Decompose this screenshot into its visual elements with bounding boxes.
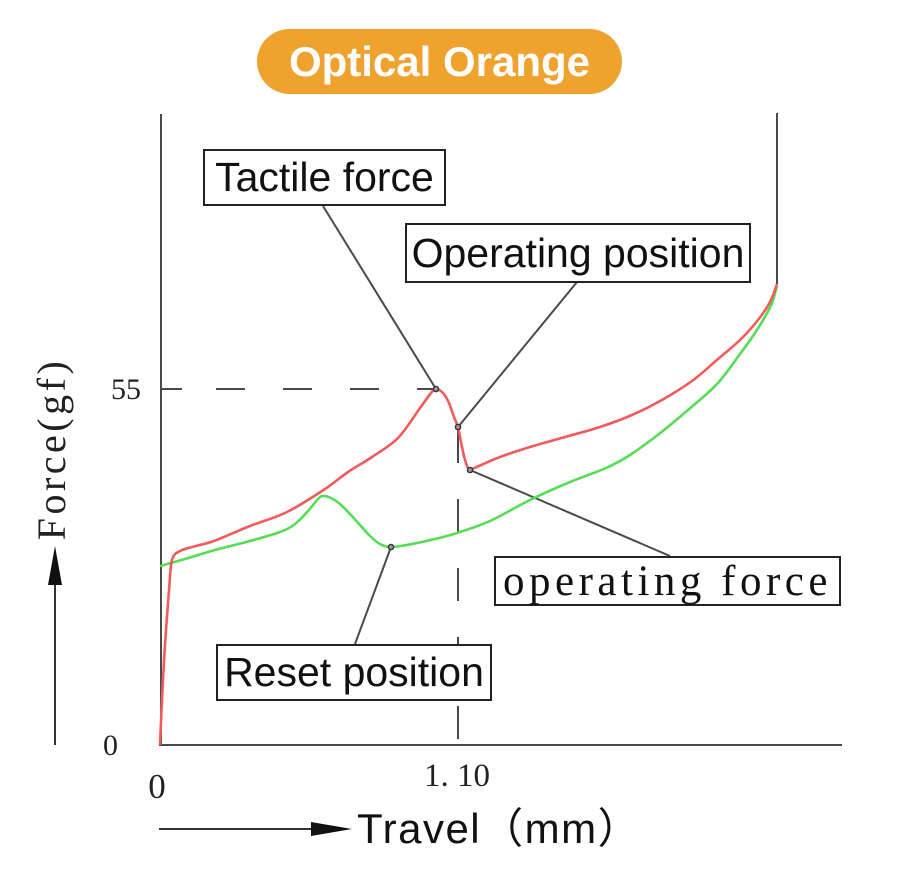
svg-text:1. 10: 1. 10 bbox=[424, 758, 490, 794]
svg-text:55: 55 bbox=[111, 373, 141, 406]
svg-text:0: 0 bbox=[148, 767, 166, 806]
svg-text:0: 0 bbox=[103, 729, 118, 762]
svg-text:Force(gf): Force(gf) bbox=[29, 358, 74, 541]
svg-text:Travel（mm）: Travel（mm） bbox=[357, 805, 641, 852]
